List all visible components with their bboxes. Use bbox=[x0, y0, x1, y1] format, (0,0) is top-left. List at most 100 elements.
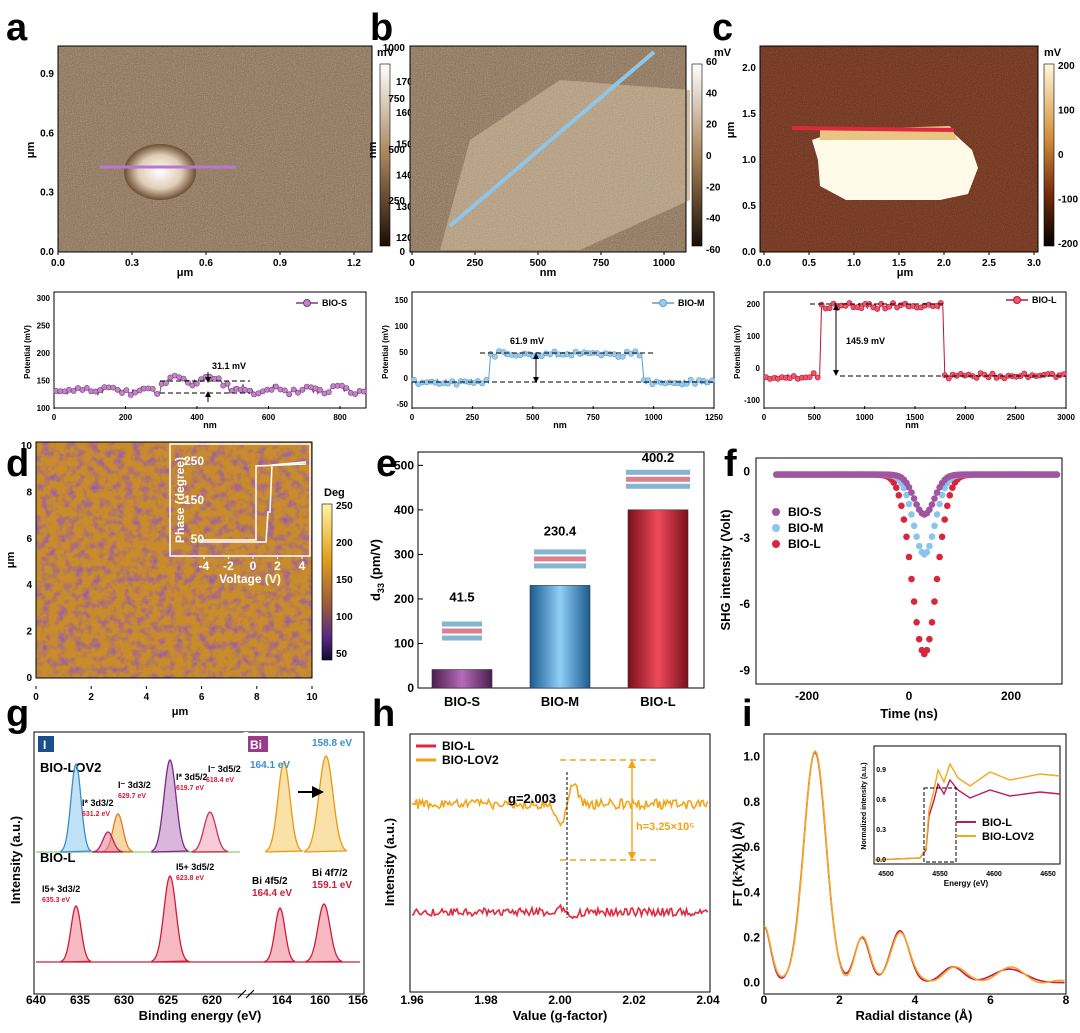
g-break-mark bbox=[237, 989, 255, 999]
f-point-bio-l bbox=[910, 598, 918, 605]
profile-marker bbox=[491, 353, 498, 360]
profile-a: 31.1 mV BIO-S Potential (mV) nm 0 200 400 6… bbox=[23, 291, 367, 430]
g-label-istar32: I* 3d3/2 bbox=[82, 798, 114, 808]
f-point-bio-m bbox=[923, 548, 931, 556]
f-point-bio-s bbox=[931, 495, 938, 502]
tick-label: 750 bbox=[587, 413, 601, 422]
tick-label: 0.9 bbox=[40, 69, 54, 80]
f-point-bio-s bbox=[933, 489, 941, 496]
tick-label: 750 bbox=[593, 258, 610, 269]
f-point-bio-m bbox=[936, 500, 943, 508]
h-h-annotation: h=3.25×10⁵ bbox=[636, 821, 694, 833]
profile-b-xticks: 0 250 500 750 1000 1250 bbox=[410, 406, 723, 422]
bar-value-label: 400.2 bbox=[642, 450, 675, 465]
pfm-inset-d bbox=[169, 443, 311, 557]
f-point-bio-l bbox=[946, 492, 954, 499]
colorbar-a-unit: mV bbox=[377, 47, 395, 59]
colorbar-d-unit: Deg bbox=[324, 487, 345, 499]
colorbar-b bbox=[691, 63, 703, 247]
i-inset-frame bbox=[873, 745, 1061, 865]
f-point-bio-l bbox=[941, 516, 948, 523]
xps-peak bbox=[92, 831, 124, 853]
tick-label: 1.2 bbox=[347, 258, 361, 269]
d-ylabel: μm bbox=[5, 552, 17, 569]
i-legend-label: BIO-L bbox=[982, 817, 1012, 829]
f-legend-label: BIO-M bbox=[788, 521, 823, 535]
profile-marker bbox=[636, 352, 643, 359]
profile-marker bbox=[846, 300, 853, 306]
tick-label: 0 bbox=[756, 364, 761, 373]
g-label-istar52: I* 3d5/2 bbox=[176, 772, 208, 782]
tick-label: 2 bbox=[26, 627, 32, 638]
f-legend-label: BIO-L bbox=[788, 537, 821, 551]
colorbar-tick-label: 170 bbox=[396, 77, 413, 88]
profile-b: 61.9 mV BIO-M Potential (mV) nm 0 250 500 7… bbox=[381, 291, 723, 430]
colorbar-tick-label: 0 bbox=[706, 151, 712, 162]
panel-letter-b: b bbox=[370, 7, 393, 49]
tick-label: 625 bbox=[158, 993, 178, 1007]
crystal-layer bbox=[626, 469, 690, 475]
colorbar-tick-label: 140 bbox=[396, 171, 413, 182]
tick-label: 150 bbox=[395, 296, 409, 305]
g-tag-I-text: I bbox=[43, 738, 46, 752]
g-xps-peaks bbox=[36, 755, 360, 963]
profile-marker bbox=[1061, 371, 1067, 377]
a-yticks: 0.0 0.3 0.6 0.9 bbox=[40, 69, 54, 258]
panel-i: i Normalized intensity (a.u.) Energy (eV… bbox=[730, 693, 1070, 1023]
profile-a-legend-marker bbox=[303, 299, 311, 307]
tick-label: 0.0 bbox=[40, 247, 54, 258]
profile-c-legend-marker bbox=[1013, 296, 1021, 304]
d-inset-yticks: 50 150 250 bbox=[184, 454, 204, 546]
tick-label: 300 bbox=[394, 547, 414, 561]
tick-label: 4550 bbox=[932, 871, 948, 878]
g-label-i5p32: I5+ 3d3/2 bbox=[42, 884, 80, 894]
f-point-bio-m bbox=[931, 522, 938, 530]
tick-label: 800 bbox=[333, 413, 347, 422]
f-point-bio-l bbox=[898, 502, 905, 510]
tick-label: 0.0 bbox=[743, 976, 760, 990]
profile-marker bbox=[286, 391, 293, 398]
tick-label: 250 bbox=[184, 454, 204, 468]
colorbar-tick-label: 200 bbox=[336, 538, 353, 549]
tick-label: 10 bbox=[306, 692, 318, 703]
i-yticks: 0.0 0.2 0.4 0.6 0.8 1.0 bbox=[743, 750, 760, 990]
b-xlabel: nm bbox=[540, 267, 557, 279]
profile-marker bbox=[790, 373, 797, 379]
profile-line-c bbox=[791, 126, 955, 132]
tick-label: 500 bbox=[808, 413, 822, 422]
f-point-bio-s bbox=[913, 501, 920, 508]
profile-a-markers bbox=[53, 372, 367, 398]
panel-f: f BIO-S BIO-M BIO-L -200 0 200 0 -3 -6 -9 SHG i… bbox=[718, 443, 1063, 721]
g-label-e6297: 629.7 eV bbox=[118, 793, 146, 800]
i-plot-frame bbox=[763, 733, 1067, 995]
g-sample-bottom: BIO-L bbox=[40, 850, 75, 865]
profile-marker bbox=[343, 385, 350, 391]
profile-marker bbox=[818, 301, 825, 308]
f-point-bio-l bbox=[926, 635, 933, 643]
d-xlabel: μm bbox=[172, 706, 189, 718]
g-plot-frame bbox=[33, 731, 365, 995]
tick-label: 6 bbox=[26, 534, 32, 545]
xps-peak bbox=[60, 905, 92, 963]
colorbar-tick-label: 100 bbox=[1058, 106, 1075, 117]
tick-label: 4650 bbox=[1040, 871, 1056, 878]
crystal-layer bbox=[442, 635, 482, 641]
f-legend-marker bbox=[772, 524, 780, 532]
i-inset-yticks: 0.0 0.3 0.6 0.9 bbox=[876, 767, 886, 864]
bar-bio-l bbox=[627, 509, 689, 689]
profile-c: 145.9 mV BIO-L Potential (mV) nm 0 500 100… bbox=[733, 291, 1075, 430]
f-point-bio-s bbox=[1053, 471, 1061, 478]
tick-label: 200 bbox=[394, 592, 414, 606]
colorbar-tick-label: 60 bbox=[706, 57, 718, 68]
f-point-bio-s bbox=[905, 484, 913, 491]
profile-marker bbox=[361, 388, 367, 395]
f-point-bio-m bbox=[926, 542, 933, 550]
afm-map-b-noise bbox=[410, 46, 686, 252]
tick-label: 1250 bbox=[705, 413, 723, 422]
f-point-bio-s bbox=[908, 489, 915, 496]
profile-marker bbox=[281, 387, 288, 394]
tick-label: 0 bbox=[33, 692, 39, 703]
g-label-e6312: 631.2 eV bbox=[82, 811, 110, 818]
profile-c-markers bbox=[763, 300, 1067, 382]
